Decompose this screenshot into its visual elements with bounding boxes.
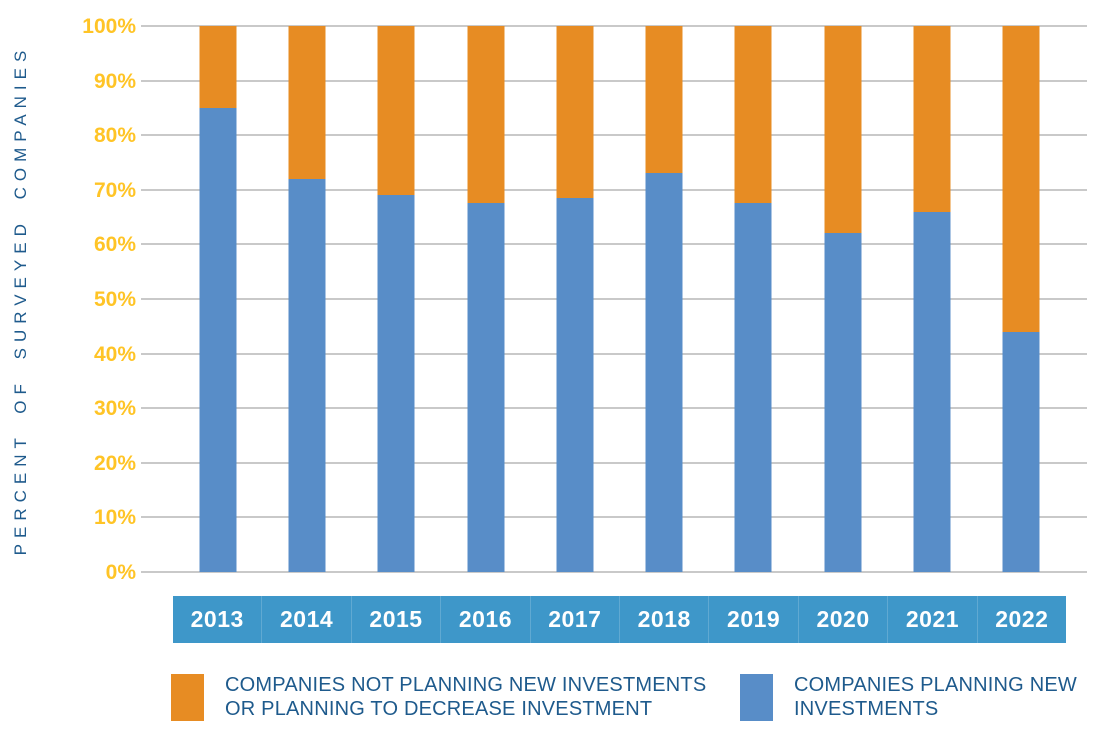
bar-segment-planning-2013 bbox=[199, 107, 237, 572]
bar-column-2015 bbox=[352, 26, 441, 572]
gridline-10% bbox=[141, 516, 1087, 519]
bar-segment-not-planning-2022 bbox=[1002, 26, 1040, 332]
bar-segment-not-planning-2015 bbox=[377, 26, 415, 196]
gridline-50% bbox=[141, 298, 1087, 300]
stacked-bar-2022 bbox=[1002, 26, 1040, 572]
x-axis-year-2022: 2022 bbox=[976, 596, 1066, 643]
bars-container bbox=[173, 26, 1066, 572]
legend-label-not-planning: COMPANIES NOT PLANNING NEW INVESTMENTS O… bbox=[225, 673, 706, 721]
y-axis-title: PERCENT OF SURVEYED COMPANIES bbox=[11, 44, 30, 556]
x-axis-year-band: 2013 2014 2015 2016 2017 2018 2019 2020 2021 2022 bbox=[173, 596, 1066, 643]
stacked-bar-2020 bbox=[824, 26, 862, 572]
y-tick-label-30%: 30% bbox=[93, 397, 136, 421]
gridline-80% bbox=[141, 134, 1087, 137]
stacked-bar-2013 bbox=[199, 26, 237, 572]
y-tick-label-0%: 0% bbox=[105, 561, 136, 584]
gridline-90% bbox=[141, 79, 1087, 82]
x-axis-year-2016: 2016 bbox=[440, 596, 529, 643]
bar-column-2018 bbox=[619, 26, 708, 572]
bar-segment-planning-2014 bbox=[288, 178, 326, 572]
bar-segment-not-planning-2018 bbox=[645, 26, 683, 174]
y-tick-label-80%: 80% bbox=[93, 124, 136, 148]
legend-swatch-planning bbox=[740, 674, 773, 721]
bar-segment-not-planning-2014 bbox=[288, 26, 326, 179]
legend-label-planning: COMPANIES PLANNING NEW INVESTMENTS bbox=[794, 673, 1077, 721]
bar-segment-not-planning-2013 bbox=[199, 26, 237, 108]
bar-segment-not-planning-2021 bbox=[913, 26, 951, 212]
y-tick-label-20%: 20% bbox=[93, 451, 136, 475]
bar-column-2021 bbox=[887, 26, 976, 572]
gridline-100% bbox=[141, 25, 1087, 27]
bar-column-2022 bbox=[977, 26, 1066, 572]
stacked-bar-2014 bbox=[288, 26, 326, 572]
bar-segment-planning-2021 bbox=[913, 211, 951, 572]
legend-item-planning: COMPANIES PLANNING NEW INVESTMENTS bbox=[740, 674, 1077, 721]
bar-segment-not-planning-2016 bbox=[467, 26, 505, 204]
y-tick-label-10%: 10% bbox=[93, 506, 136, 530]
stacked-bar-2019 bbox=[734, 26, 772, 572]
y-axis-tick-labels: 0% 10% 20% 30% 40% 50% 60% 70% 80% 90% 100% bbox=[50, 15, 136, 584]
y-tick-label-70%: 70% bbox=[93, 178, 136, 202]
bar-segment-planning-2016 bbox=[467, 203, 505, 572]
x-axis-year-2018: 2018 bbox=[619, 596, 708, 643]
x-axis-year-2014: 2014 bbox=[261, 596, 350, 643]
x-axis-year-2013: 2013 bbox=[190, 606, 244, 632]
bar-column-2016 bbox=[441, 26, 530, 572]
x-axis-year-2015: 2015 bbox=[350, 596, 440, 643]
y-tick-label-100%: 100% bbox=[82, 15, 136, 38]
bar-segment-planning-2022 bbox=[1002, 331, 1040, 572]
legend-label-not-planning-line2: OR PLANNING TO DECREASE INVESTMENT bbox=[225, 698, 653, 720]
bar-segment-not-planning-2017 bbox=[556, 26, 594, 198]
gridline-40% bbox=[141, 352, 1087, 355]
gridline-20% bbox=[141, 461, 1087, 464]
y-tick-label-60%: 60% bbox=[93, 233, 136, 257]
legend-item-not-planning: COMPANIES NOT PLANNING NEW INVESTMENTS O… bbox=[171, 674, 706, 721]
bar-segment-not-planning-2019 bbox=[734, 26, 772, 204]
legend-label-planning-line2: INVESTMENTS bbox=[794, 698, 939, 720]
plot-area bbox=[141, 25, 1087, 573]
bar-segment-not-planning-2020 bbox=[824, 26, 862, 234]
bar-column-2013 bbox=[173, 26, 262, 572]
bar-column-2020 bbox=[798, 26, 887, 572]
gridline-0% bbox=[141, 571, 1087, 573]
bar-column-2019 bbox=[709, 26, 798, 572]
legend-label-planning-line1: COMPANIES PLANNING NEW bbox=[794, 674, 1077, 696]
legend-label-not-planning-line1: COMPANIES NOT PLANNING NEW INVESTMENTS bbox=[225, 674, 707, 696]
bar-column-2017 bbox=[530, 26, 619, 572]
gridline-70% bbox=[141, 188, 1087, 191]
bar-segment-planning-2015 bbox=[377, 195, 415, 572]
bar-segment-planning-2019 bbox=[734, 203, 772, 572]
bar-segment-planning-2018 bbox=[645, 173, 683, 572]
stacked-bar-2015 bbox=[377, 26, 415, 572]
stacked-bar-2016 bbox=[467, 26, 505, 572]
y-tick-label-50%: 50% bbox=[93, 288, 136, 311]
x-axis-year-2017: 2017 bbox=[529, 596, 619, 643]
gridline-60% bbox=[141, 243, 1087, 246]
bar-column-2014 bbox=[262, 26, 351, 572]
bar-segment-planning-2020 bbox=[824, 233, 862, 572]
stacked-bar-2017 bbox=[556, 26, 594, 572]
bar-segment-planning-2017 bbox=[556, 198, 594, 572]
y-tick-label-90%: 90% bbox=[93, 69, 136, 93]
legend-swatch-not-planning bbox=[171, 674, 204, 721]
stacked-bar-2018 bbox=[645, 26, 683, 572]
x-axis-year-2019: 2019 bbox=[708, 596, 797, 643]
x-axis-year-2021: 2021 bbox=[887, 596, 976, 643]
y-tick-label-40%: 40% bbox=[93, 342, 136, 366]
gridline-30% bbox=[141, 407, 1087, 410]
stacked-bar-2021 bbox=[913, 26, 951, 572]
x-axis-year-2020: 2020 bbox=[797, 596, 887, 643]
